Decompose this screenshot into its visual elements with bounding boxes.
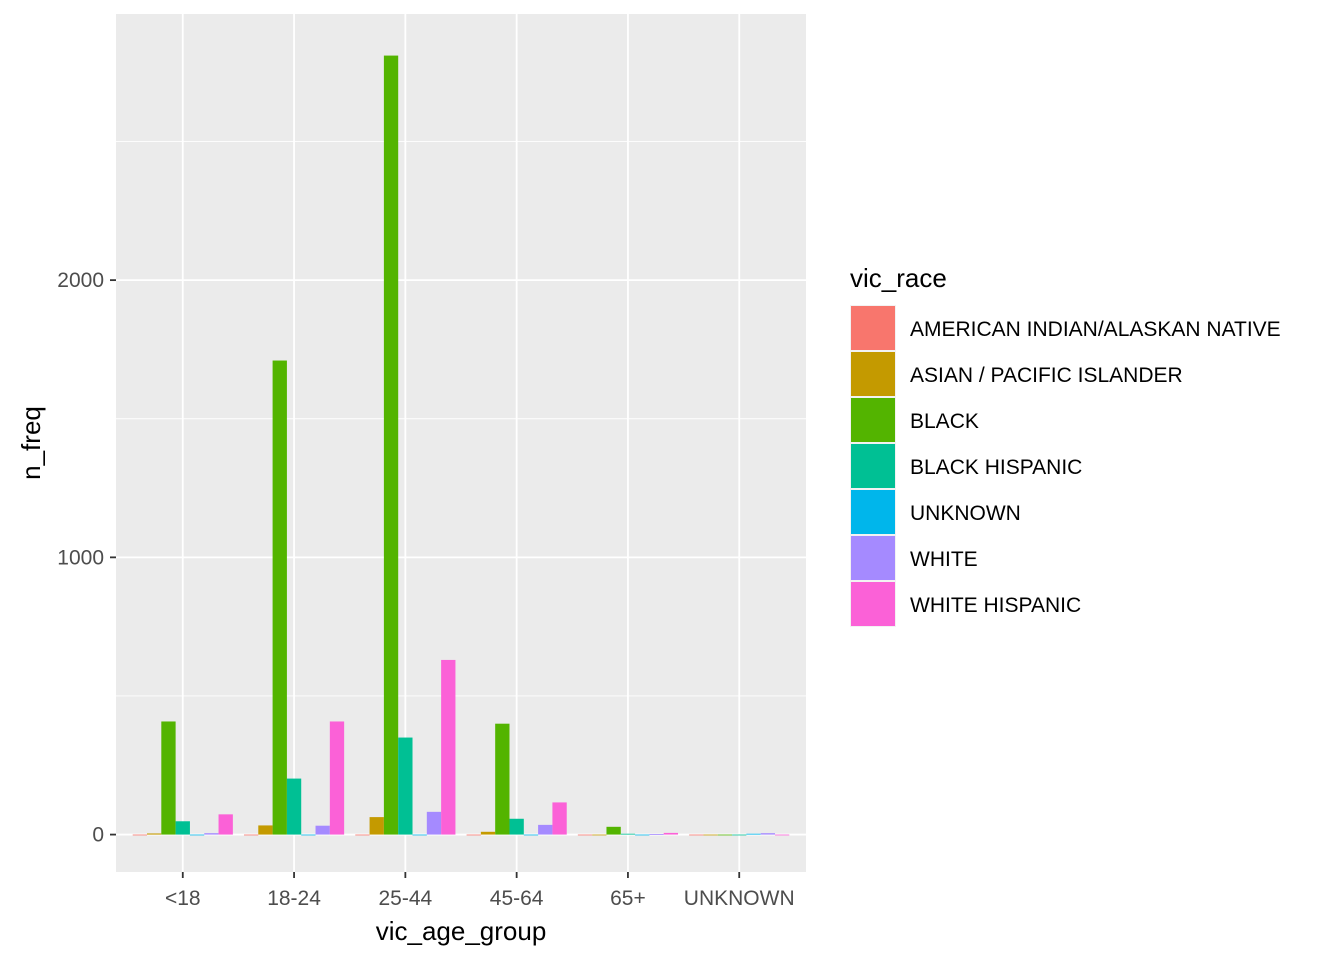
bar	[132, 834, 147, 836]
legend-swatch	[851, 582, 895, 626]
bar	[689, 834, 704, 836]
bar	[538, 824, 553, 835]
minor-gridlines	[116, 141, 806, 697]
bar	[775, 834, 790, 836]
legend-title: vic_race	[850, 263, 947, 293]
legend: vic_race AMERICAN INDIAN/ALASKAN NATIVE A…	[850, 263, 1281, 627]
bar	[369, 817, 384, 835]
legend-label: WHITE	[910, 548, 978, 571]
x-tick-label: 65+	[610, 887, 646, 910]
bar	[161, 721, 176, 835]
bar	[315, 825, 330, 835]
y-axis-title: n_freq	[16, 406, 46, 480]
y-tick-label: 0	[92, 824, 104, 847]
bar	[717, 834, 733, 836]
legend-swatch	[851, 352, 895, 396]
bar	[243, 834, 259, 836]
bar	[649, 834, 664, 835]
y-axis: 0 1000 2000	[57, 269, 116, 847]
bar	[663, 832, 679, 835]
y-tick-label: 2000	[57, 269, 104, 292]
bar	[258, 825, 273, 835]
legend-label: UNKNOWN	[910, 502, 1021, 525]
major-gridlines	[116, 14, 806, 872]
legend-label: AMERICAN INDIAN/ALASKAN NATIVE	[910, 318, 1281, 341]
bar	[746, 833, 761, 835]
bar	[523, 834, 539, 836]
x-tick-label: UNKNOWN	[684, 887, 795, 910]
legend-swatch	[851, 444, 895, 488]
x-axis: <18 18-24 25-44 45-64 65+ UNKNOWN	[165, 872, 795, 910]
plot-background	[116, 14, 806, 872]
bar	[441, 659, 456, 835]
bar	[480, 831, 496, 835]
bar	[495, 723, 510, 835]
bar	[286, 778, 302, 835]
bar	[606, 826, 621, 835]
legend-swatch	[851, 398, 895, 442]
legend-label: BLACK HISPANIC	[910, 456, 1082, 479]
bar	[175, 821, 190, 835]
bar	[732, 834, 747, 836]
x-tick-label: <18	[165, 887, 201, 910]
bar	[509, 818, 524, 835]
bar	[301, 834, 316, 836]
bar	[383, 55, 399, 835]
bar	[577, 834, 593, 836]
x-tick-label: 18-24	[267, 887, 321, 910]
bars	[132, 55, 790, 836]
bar	[703, 834, 718, 836]
x-tick-label: 25-44	[378, 887, 432, 910]
bar	[552, 802, 567, 835]
legend-swatch	[851, 536, 895, 580]
bar	[355, 834, 370, 836]
bar	[189, 834, 205, 836]
bar	[760, 833, 775, 835]
bar	[466, 834, 481, 836]
legend-label: BLACK	[910, 410, 979, 433]
bar	[329, 721, 345, 835]
bar	[426, 811, 442, 835]
x-tick-label: 45-64	[490, 887, 544, 910]
legend-label: WHITE HISPANIC	[910, 594, 1081, 617]
bar	[635, 834, 650, 836]
legend-swatch	[851, 490, 895, 534]
legend-label: ASIAN / PACIFIC ISLANDER	[910, 364, 1183, 387]
bar	[412, 834, 427, 836]
legend-swatch	[851, 306, 895, 350]
bar	[204, 833, 219, 835]
bar	[398, 737, 413, 835]
bar	[272, 360, 287, 835]
y-tick-label: 1000	[57, 546, 104, 569]
bar	[147, 833, 162, 835]
bar	[592, 834, 607, 836]
x-axis-title: vic_age_group	[376, 916, 547, 946]
bar	[218, 814, 233, 835]
bar	[620, 833, 636, 835]
